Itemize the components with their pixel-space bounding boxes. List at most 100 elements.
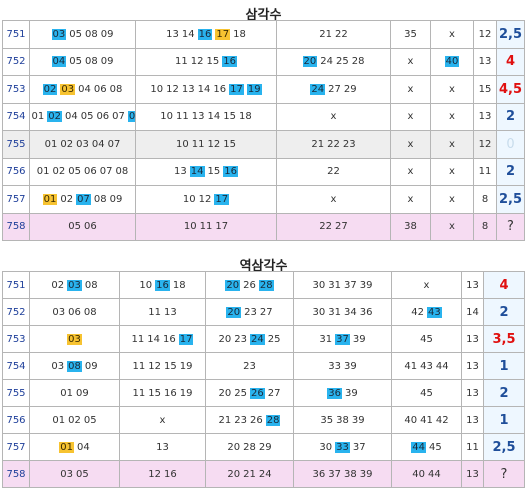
result-value: 2,5 [498,191,523,207]
number: 42 [411,306,424,318]
number: 31 [328,306,341,318]
number: 13 [164,306,177,318]
highlighted-number: 37 [335,333,350,345]
number: 12 [148,468,161,480]
table-row: 753 03 11 14 16 17 20 23 24 25 31 37 39 45 13 3,5 [2,325,525,353]
highlighted-number: 16 [155,279,170,291]
result-value: 1 [499,412,509,428]
number: 27 [335,221,348,233]
number: 37 [328,468,341,480]
result-value: 2 [499,304,509,320]
number: 13 [181,83,195,95]
number: 31 [328,279,341,291]
number-group-cell: x [390,185,431,214]
number-group-cell: 22 [276,157,391,186]
number: 08 [85,28,98,40]
number-group-cell: 36 37 38 39 [293,460,392,488]
number: 08 [109,83,123,95]
number-group-cell: 10 11 12 15 [135,130,277,159]
result-cell: 2 [483,379,525,407]
round-number: 754 [2,102,30,131]
number: 19 [179,387,193,399]
number: 20 [227,441,241,453]
highlighted-number: 24 [250,333,265,345]
result-cell: 1 [483,352,525,380]
number-group-cell: 13 14 15 16 [135,157,277,186]
number: 29 [258,441,272,453]
number: 35 [320,414,334,426]
number: 23 [243,360,256,372]
result-cell: ? [483,460,525,488]
number-group-cell: 23 [205,352,294,380]
number: 18 [233,28,246,40]
number: 05 [68,221,81,233]
round-number: 758 [2,212,30,241]
round-number: 757 [2,433,30,461]
round-number: 751 [2,271,30,299]
number: 05 [83,414,97,426]
number-group-cell: x [391,271,462,299]
round-number: 752 [2,47,30,76]
number-group-cell: x [430,157,474,186]
number: 08 [115,166,129,178]
number-group-cell: 20 28 29 [205,433,294,461]
table-row: 751 03 05 08 09 13 14 16 17 18 21 22 35 x 12 2,5 [2,20,525,49]
number: 15 [223,138,236,150]
number-group-cell: 13 [119,433,206,461]
count-cell: 11 [461,433,484,461]
number: 37 [344,279,357,291]
number-group-cell: 11 12 15 16 [135,47,277,76]
number: 18 [172,279,186,291]
result-cell: 4,5 [496,75,525,104]
number-group-cell: 02 03 04 06 08 [29,75,136,104]
number: 16 [164,387,177,399]
count-cell: 13 [461,379,484,407]
number: 38 [336,414,349,426]
result-cell: 2 [496,157,525,186]
number: 39 [352,333,366,345]
highlighted-number: 01 [42,193,58,205]
number: x [407,166,414,178]
number: 01 [31,111,45,123]
number: 15 [206,56,220,68]
number: x [407,111,414,123]
round-number: 755 [2,379,30,407]
number: 09 [100,28,114,40]
number: 12 [190,56,204,68]
number-group-cell: 20 24 25 28 [276,47,391,76]
highlighted-number: 44 [411,441,426,453]
number-group-cell: 12 16 [119,460,206,488]
number: 06 [84,221,97,233]
number: 06 [68,306,81,318]
count-cell: 15 [473,75,497,104]
number-group-cell: 03 05 [29,460,120,488]
number-group-cell: x [430,20,474,49]
number: x [423,279,430,291]
table-row: 754 03 08 09 11 12 15 19 23 33 39 41 43 44 13 1 [2,352,525,380]
highlighted-number: 19 [246,83,262,95]
number: 35 [404,28,417,40]
number: 18 [238,111,252,123]
number: 10 [176,138,189,150]
number: 41 [420,414,433,426]
highlighted-number: 20 [226,306,242,318]
count-cell: 12 [473,20,497,49]
table-row: 755 01 02 03 04 07 10 11 12 15 21 22 23 x x 12 0 [2,130,525,159]
number: 27 [267,387,281,399]
number: 05 [69,56,82,68]
number: 44 [435,360,449,372]
highlighted-number: 03 [60,83,76,95]
number-group-cell: 02 03 08 [29,271,120,299]
number-group-cell: 11 14 16 17 [119,325,206,353]
highlighted-number: 03 [67,333,82,345]
number-group-cell: 20 21 24 [205,460,294,488]
number: 19 [179,360,193,372]
result-cell: 2 [496,102,525,131]
number-group-cell: 21 23 26 28 [205,406,294,434]
number-group-cell: 11 13 [119,298,206,326]
number: 08 [84,279,98,291]
number: 20 [218,333,232,345]
round-number: 758 [2,460,30,488]
number-group-cell: 04 05 08 09 [29,47,136,76]
number: 11 [131,333,145,345]
